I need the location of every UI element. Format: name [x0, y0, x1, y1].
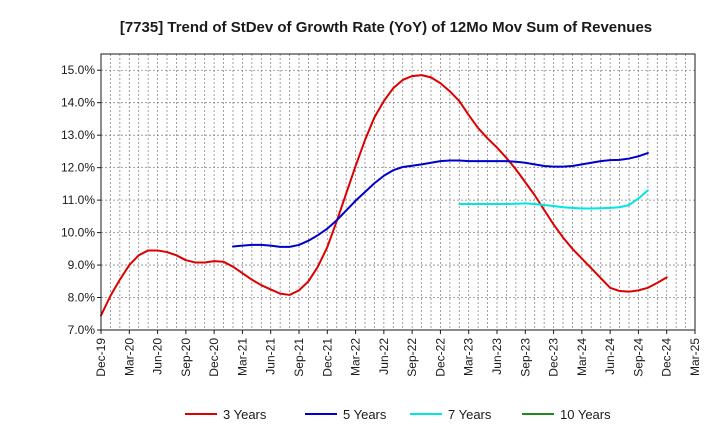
y-tick-label: 9.0% [68, 258, 96, 272]
x-tick-label: Mar-20 [122, 338, 136, 376]
y-tick-label: 10.0% [61, 226, 95, 240]
y-tick-label: 11.0% [62, 193, 95, 207]
x-tick-label: Mar-21 [235, 338, 249, 376]
x-tick-label: Sep-20 [179, 338, 193, 377]
plot-frame [100, 53, 696, 331]
y-tick-label: 15.0% [61, 63, 95, 77]
y-tick-label: 12.0% [61, 161, 95, 175]
series-line-3-years [100, 74, 668, 317]
x-tick-label: Dec-24 [660, 338, 674, 377]
x-tick-label: Jun-20 [151, 338, 165, 375]
legend: 3 Years 5 Years 7 Years 10 Years [185, 407, 611, 422]
series-line-7-years [458, 189, 649, 210]
series-line-5-years [232, 152, 649, 248]
grid [101, 54, 695, 331]
x-tick-label: Jun-24 [603, 338, 617, 375]
legend-label: 3 Years [223, 407, 267, 422]
x-tick-label: Sep-22 [405, 338, 419, 377]
x-tick-label: Sep-24 [631, 338, 645, 377]
chart-title: [7735] Trend of StDev of Growth Rate (Yo… [120, 19, 652, 36]
x-tick-label: Dec-21 [320, 338, 334, 377]
x-tick-label: Dec-23 [547, 338, 561, 377]
x-tick-label: Dec-20 [207, 338, 221, 377]
x-axis: Dec-19 Mar-20 Jun-20 Sep-20 Dec-20 Mar-21 Jun-… [94, 330, 702, 377]
legend-label: 7 Years [448, 407, 492, 422]
x-tick-label: Mar-23 [462, 338, 476, 376]
x-tick-label: Mar-25 [688, 338, 702, 376]
x-tick-label: Sep-21 [292, 338, 306, 377]
x-tick-label: Jun-23 [490, 338, 504, 375]
x-tick-label: Mar-24 [575, 338, 589, 376]
series-lines [100, 74, 668, 317]
y-axis: 7.0% 8.0% 9.0% 10.0% 11.0% 12.0% 13.0% 14.0% 15.… [61, 63, 101, 337]
legend-label: 10 Years [560, 407, 611, 422]
x-tick-label: Jun-22 [377, 338, 391, 375]
x-tick-label: Sep-23 [518, 338, 532, 377]
x-tick-label: Dec-22 [433, 338, 447, 377]
y-tick-label: 14.0% [61, 96, 95, 110]
y-tick-label: 8.0% [68, 291, 96, 305]
y-tick-label: 13.0% [61, 128, 95, 142]
x-tick-label: Dec-19 [94, 338, 108, 377]
legend-label: 5 Years [343, 407, 387, 422]
y-tick-label: 7.0% [68, 323, 96, 337]
x-tick-label: Jun-21 [264, 338, 278, 375]
x-tick-label: Mar-22 [349, 338, 363, 376]
